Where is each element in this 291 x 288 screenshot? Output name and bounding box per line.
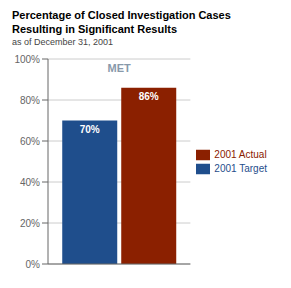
- html-text:as of December 31, 2001: as of December 31, 2001: [12, 37, 114, 47]
- html-text:Resulting in Significant Resul: Resulting in Significant Results: [12, 23, 177, 35]
- svg-text:20%: 20%: [20, 218, 40, 229]
- svg-text:86%: 86%: [139, 91, 159, 102]
- svg-text:40%: 40%: [20, 177, 40, 188]
- svg-text:60%: 60%: [20, 136, 40, 147]
- svg-text:80%: 80%: [20, 95, 40, 106]
- svg-text:100%: 100%: [14, 54, 40, 65]
- svg-text:MET: MET: [108, 62, 132, 74]
- html-text:2001 Actual: 2001 Actual: [214, 148, 267, 160]
- html-text:Percentage of Closed Investiga: Percentage of Closed Investigation Cases: [12, 9, 231, 21]
- svg-text:0%: 0%: [26, 259, 41, 270]
- svg-text:70%: 70%: [80, 124, 100, 135]
- html-text:2001 Target: 2001 Target: [214, 162, 267, 174]
